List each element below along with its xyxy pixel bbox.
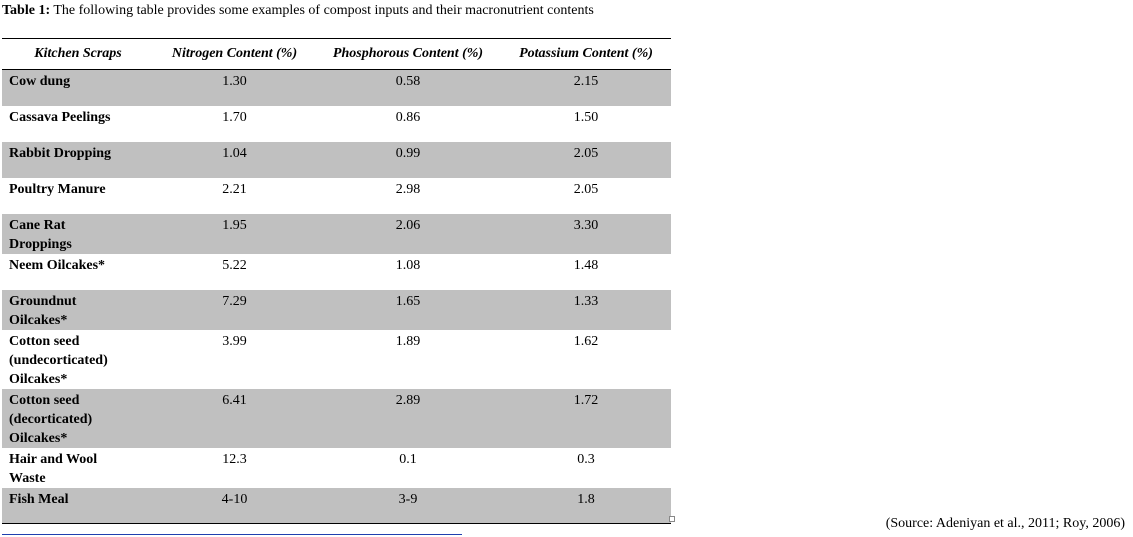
value-cell: 2.98 [395, 181, 421, 197]
value-cell: 4-10 [154, 487, 315, 524]
value-cell: 1.50 [573, 109, 599, 125]
value-cell: 0.99 [315, 141, 501, 178]
value-cell: 1.04 [154, 141, 315, 178]
caption-label: Table 1: [2, 3, 51, 18]
value-cell: 3.99 [222, 333, 247, 349]
row-label: Cow dung [2, 69, 154, 106]
resize-handle [669, 516, 675, 522]
value-cell: 2.06 [315, 213, 501, 254]
table-row: Cane Rat Droppings 1.95 2.06 3.30 [2, 213, 671, 254]
value-cell: 2.15 [501, 69, 671, 106]
row-label: Poultry Manure [9, 181, 106, 197]
row-label: Rabbit Dropping [2, 141, 154, 178]
row-label: Neem Oilcakes* [9, 257, 106, 273]
header-cell: Kitchen Scraps [2, 38, 154, 70]
table-row: Hair and Wool Waste 12.3 0.1 0.3 [2, 448, 671, 488]
value-cell: 1.95 [154, 213, 315, 254]
value-cell: 1.70 [222, 109, 247, 125]
table-header: Kitchen Scraps Nitrogen Content (%) Phosph… [2, 38, 671, 70]
value-cell: 0.1 [399, 451, 417, 467]
value-cell: 2.05 [573, 181, 599, 197]
source-note: (Source: Adeniyan et al., 2011; Roy, 200… [885, 516, 1125, 531]
table-row: Cotton seed (decorticated) Oilcakes* 6.41… [2, 388, 671, 448]
table-row: Neem Oilcakes* 5.22 1.08 1.48 [2, 254, 671, 290]
value-cell: 1.62 [573, 333, 599, 349]
header-cell: Phosphorous Content (%) [315, 38, 501, 70]
value-cell: 1.48 [573, 257, 599, 273]
value-cell: 0.58 [315, 69, 501, 106]
value-cell: 7.29 [154, 289, 315, 330]
table-row: Cow dung 1.30 0.58 2.15 [2, 69, 671, 106]
value-cell: 12.3 [222, 451, 247, 467]
link-underline [2, 534, 462, 535]
value-cell: 1.33 [501, 289, 671, 330]
header-cell: Nitrogen Content (%) [154, 38, 315, 70]
table-row: Rabbit Dropping 1.04 0.99 2.05 [2, 141, 671, 178]
row-label: Groundnut Oilcakes* [2, 289, 154, 330]
value-cell: 0.86 [395, 109, 421, 125]
row-label: Cotton seed (undecorticated) Oilcakes* [9, 333, 108, 387]
value-cell: 1.72 [501, 388, 671, 448]
row-label: Cassava Peelings [9, 109, 111, 125]
row-label: Cane Rat Droppings [2, 213, 154, 254]
header-cell: Potassium Content (%) [501, 38, 671, 70]
row-label: Fish Meal [2, 487, 154, 524]
table-caption: Table 1: The following table provides so… [2, 3, 594, 19]
row-label: Cotton seed (decorticated) Oilcakes* [2, 388, 154, 448]
value-cell: 2.05 [501, 141, 671, 178]
value-cell: 1.65 [315, 289, 501, 330]
header-row: Kitchen Scraps Nitrogen Content (%) Phosph… [2, 38, 671, 70]
value-cell: 3.30 [501, 213, 671, 254]
value-cell: 2.21 [222, 181, 247, 197]
value-cell: 1.08 [395, 257, 421, 273]
row-label: Hair and Wool Waste [9, 451, 98, 486]
table-row: Groundnut Oilcakes* 7.29 1.65 1.33 [2, 289, 671, 330]
value-cell: 3-9 [315, 487, 501, 524]
value-cell: 2.89 [315, 388, 501, 448]
table-body: Cow dung 1.30 0.58 2.15 Cassava Peelings 1.70… [2, 69, 671, 524]
caption-text: The following table provides some exampl… [53, 3, 594, 18]
value-cell: 1.30 [154, 69, 315, 106]
table-row: Poultry Manure 2.21 2.98 2.05 [2, 178, 671, 214]
table-row: Cassava Peelings 1.70 0.86 1.50 [2, 106, 671, 142]
nutrient-table: Kitchen Scraps Nitrogen Content (%) Phosph… [2, 38, 671, 524]
value-cell: 5.22 [222, 257, 247, 273]
table-row: Cotton seed (undecorticated) Oilcakes* 3.… [2, 330, 671, 389]
table-row: Fish Meal 4-10 3-9 1.8 [2, 487, 671, 524]
value-cell: 1.89 [395, 333, 421, 349]
value-cell: 6.41 [154, 388, 315, 448]
value-cell: 1.8 [501, 487, 671, 524]
value-cell: 0.3 [577, 451, 595, 467]
